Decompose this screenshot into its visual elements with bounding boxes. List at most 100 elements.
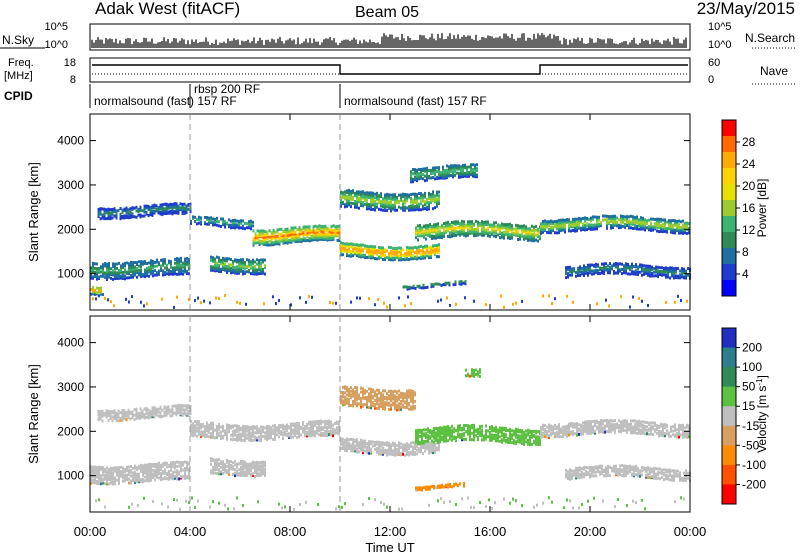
echo-cell [382, 202, 384, 206]
echo-cell [232, 461, 234, 465]
echo-cell [544, 225, 546, 229]
echo-cell [326, 434, 328, 438]
echo-cell [141, 415, 144, 419]
echo-cell [134, 267, 136, 271]
echo-cell [462, 167, 464, 171]
echo-cell [290, 436, 292, 440]
echo-cell [362, 195, 364, 199]
echo-cell [262, 269, 264, 273]
echo-cell [106, 264, 108, 268]
echo-cell [443, 225, 445, 229]
echo-cell [264, 472, 266, 476]
echo-cell [292, 235, 295, 239]
echo-cell [438, 170, 440, 174]
echo-cell [350, 252, 352, 256]
echo-cell [507, 233, 509, 237]
noise-cell [197, 296, 199, 300]
noise-cell [176, 295, 178, 299]
echo-cell [435, 224, 437, 228]
echo-cell [388, 449, 390, 453]
echo-cell [588, 225, 590, 229]
echo-cell [511, 224, 513, 228]
echo-cell [605, 262, 607, 266]
echo-cell [358, 443, 360, 447]
echo-cell [102, 293, 104, 297]
echo-cell [120, 470, 122, 474]
echo-cell [422, 283, 425, 287]
echo-cell [112, 262, 114, 266]
nsky-trace [91, 33, 687, 48]
date-title: 23/May/2015 [697, 0, 795, 18]
echo-cell [222, 426, 224, 430]
echo-cell [164, 270, 166, 274]
echo-cell [258, 438, 260, 442]
echo-cell [575, 274, 577, 278]
echo-cell [312, 426, 314, 430]
echo-cell [182, 468, 184, 472]
echo-cell [388, 194, 390, 198]
echo-cell [422, 198, 424, 202]
echo-cell [584, 223, 586, 227]
echo-cell [436, 247, 438, 251]
echo-cell [206, 429, 208, 433]
echo-cell [430, 197, 432, 201]
echo-cell [234, 474, 236, 478]
echo-cell [202, 423, 204, 427]
echo-cell [274, 436, 276, 440]
echo-cell [159, 407, 162, 411]
echo-cell [330, 236, 333, 240]
echo-cell [258, 427, 260, 431]
echo-cell [133, 206, 136, 210]
echo-cell [192, 426, 194, 430]
echo-cell [346, 194, 348, 198]
echo-cell [467, 228, 469, 232]
echo-cell [428, 194, 430, 198]
echo-cell [378, 391, 380, 395]
echo-cell [153, 406, 156, 410]
echo-cell [278, 428, 280, 432]
echo-cell [182, 475, 184, 479]
echo-cell [280, 424, 282, 428]
echo-cell [172, 472, 174, 476]
echo-cell [184, 470, 186, 474]
echo-cell [428, 447, 430, 451]
echo-cell [100, 292, 102, 296]
echo-cell [132, 265, 134, 269]
echo-cell [228, 269, 230, 273]
echo-cell [224, 264, 226, 268]
echo-cell [670, 230, 672, 234]
echo-cell [394, 255, 396, 259]
echo-cell [358, 200, 360, 204]
echo-cell [274, 242, 277, 246]
echo-cell [426, 174, 428, 178]
echo-cell [96, 262, 98, 266]
echo-cell [282, 230, 285, 234]
echo-cell [416, 444, 418, 448]
echo-cell [332, 429, 334, 433]
echo-cell [168, 259, 170, 263]
echo-cell [164, 260, 166, 264]
echo-cell [487, 222, 489, 226]
echo-cell [304, 424, 306, 428]
echo-cell [157, 414, 160, 418]
echo-cell [324, 429, 326, 433]
echo-cell [438, 194, 440, 198]
echo-cell [228, 427, 230, 431]
echo-cell [388, 452, 390, 456]
echo-cell [137, 210, 140, 214]
echo-cell [288, 233, 291, 237]
echo-cell [100, 482, 102, 486]
echo-cell [214, 268, 216, 272]
echo-cell [153, 206, 156, 210]
echo-cell [665, 266, 667, 270]
echo-cell [477, 222, 479, 226]
echo-cell [228, 223, 230, 227]
echo-cell [611, 267, 613, 271]
echo-cell [356, 448, 358, 452]
echo-cell [218, 428, 220, 432]
echo-cell [386, 197, 388, 201]
echo-cell [210, 258, 212, 262]
echo-cell [128, 262, 130, 266]
echo-cell [584, 216, 586, 220]
echo-cell [252, 239, 255, 243]
